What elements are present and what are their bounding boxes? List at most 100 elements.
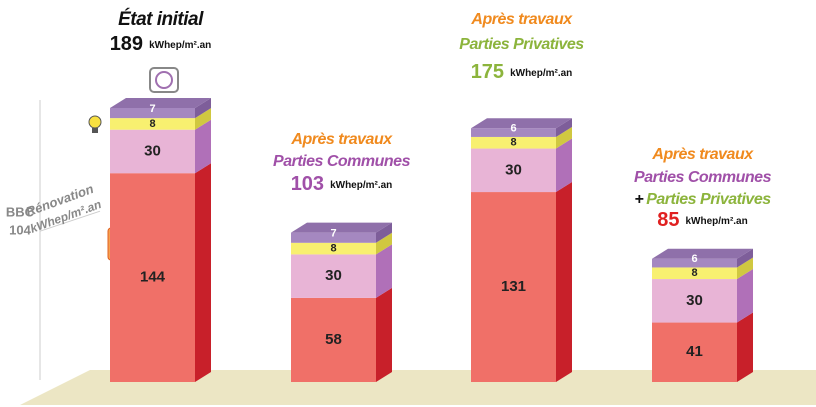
value-label: 8 — [330, 243, 336, 255]
bar-segment — [471, 138, 572, 193]
bar-side — [556, 126, 572, 149]
bar-segment — [110, 119, 211, 174]
heading-part: + — [634, 191, 643, 208]
bar-front — [110, 129, 195, 174]
bar-front — [110, 118, 195, 130]
bar-top — [471, 118, 572, 129]
bar-side — [737, 312, 753, 382]
total-value: 85 — [657, 209, 679, 231]
bar-side — [376, 222, 392, 243]
bulb-icon — [88, 115, 102, 133]
total-unit: kWhep/m².an — [686, 216, 748, 227]
heading-part: Parties Privatives — [646, 191, 771, 208]
heading: État initial — [118, 8, 204, 30]
floor — [20, 370, 816, 405]
bar-front — [652, 279, 737, 323]
bar-side — [376, 232, 392, 255]
bar-front — [110, 107, 195, 119]
reference-value: 104 — [9, 223, 31, 238]
bar-side — [556, 118, 572, 137]
value-label: 6 — [691, 253, 697, 265]
bar-front — [471, 148, 556, 193]
total-unit: kWhep/m².an — [510, 68, 572, 79]
value-label: 8 — [149, 118, 155, 130]
value-label: 30 — [144, 142, 161, 159]
value-label: 30 — [505, 161, 522, 178]
bar-front — [110, 173, 195, 382]
bar-front — [652, 322, 737, 382]
bar-segment — [471, 126, 572, 149]
bar-side — [737, 257, 753, 280]
bar-segment — [291, 232, 392, 255]
value-label: 131 — [501, 278, 526, 295]
bar-top — [110, 97, 211, 108]
bar-segment — [652, 312, 753, 382]
total: 175 kWhep/m².an — [471, 61, 573, 83]
value-label: 58 — [325, 331, 342, 348]
bar-front — [652, 258, 737, 268]
bar-front — [471, 128, 556, 137]
heading-part: Parties Communes — [634, 169, 772, 186]
total: 189 kWhep/m².an — [110, 33, 212, 55]
bar-side — [376, 287, 392, 382]
total-value: 103 — [291, 173, 324, 195]
bar-segment — [110, 163, 211, 382]
value-label: 30 — [325, 267, 342, 284]
value-label: 41 — [686, 343, 703, 360]
heading: Parties Privatives — [459, 36, 584, 53]
bar-side — [195, 163, 211, 382]
bar-front — [291, 297, 376, 382]
bar-segment — [652, 257, 753, 280]
bar-front — [291, 232, 376, 243]
total: 85 kWhep/m².an — [657, 209, 747, 231]
bar-segment — [110, 108, 211, 130]
heading-part: Parties Communes — [273, 153, 411, 170]
bar-front — [291, 242, 376, 255]
heading-part: Parties Privatives — [459, 36, 584, 53]
bar-top — [291, 222, 392, 233]
reference-name: BBC — [6, 205, 35, 220]
value-label: 8 — [691, 267, 697, 279]
total-value: 175 — [471, 61, 504, 83]
bar-side — [195, 119, 211, 174]
heading: Parties Communes — [273, 153, 411, 170]
value-label: 7 — [149, 103, 155, 115]
value-label: 7 — [330, 228, 336, 240]
heading: Après travaux — [651, 146, 754, 163]
bar-side — [195, 97, 211, 119]
heading-part: État initial — [118, 8, 204, 30]
bar-front — [652, 267, 737, 280]
fan-icon — [149, 67, 179, 93]
bar-front — [471, 192, 556, 382]
total-value: 189 — [110, 33, 143, 55]
value-label: 8 — [510, 137, 516, 149]
bar-segment — [652, 269, 753, 323]
heading-part: Après travaux — [290, 131, 393, 148]
bar-front — [291, 254, 376, 298]
value-label: 6 — [510, 123, 516, 135]
value-label: 144 — [140, 269, 166, 286]
total-unit: kWhep/m².an — [149, 40, 211, 51]
reference-line — [39, 210, 101, 232]
bar-side — [556, 182, 572, 382]
bar-segment — [471, 118, 572, 137]
heading: Après travaux — [290, 131, 393, 148]
heading-part: Après travaux — [470, 11, 573, 28]
bar-side — [376, 244, 392, 298]
bar-segment — [291, 244, 392, 298]
bar-segment — [291, 287, 392, 382]
heading-part: Après travaux — [651, 146, 754, 163]
bar-side — [195, 108, 211, 130]
bar-segment — [471, 182, 572, 382]
bar-segment — [110, 97, 211, 119]
bar-side — [737, 248, 753, 268]
bar-side — [556, 138, 572, 193]
total: 103 kWhep/m².an — [291, 173, 393, 195]
heading: Après travaux — [470, 11, 573, 28]
value-label: 30 — [686, 292, 703, 309]
bar-segment — [652, 248, 753, 268]
total-unit: kWhep/m².an — [330, 180, 392, 191]
bar-top — [652, 248, 753, 259]
heading: Parties Communes — [634, 169, 772, 186]
